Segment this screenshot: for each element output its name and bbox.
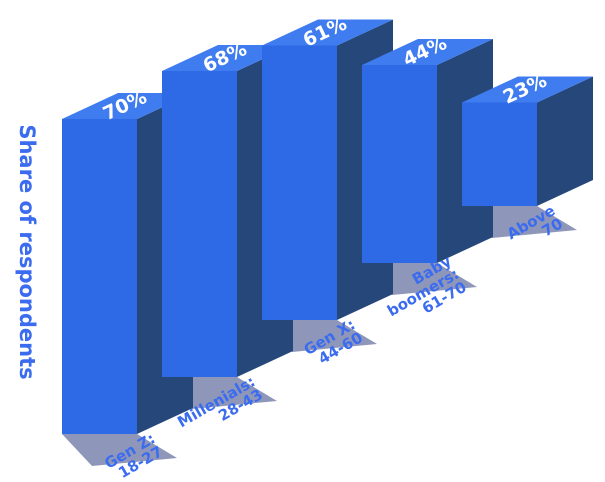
bar-shadow (62, 434, 177, 466)
bar (162, 71, 237, 377)
bar-top-face (362, 39, 493, 65)
bar-top-face (62, 93, 193, 119)
y-axis-label: Share of respondents (15, 124, 39, 379)
bar (462, 102, 537, 206)
bar-top-face (162, 45, 293, 71)
bar-top-face (262, 19, 393, 46)
bar (262, 45, 337, 320)
bar-top-face (462, 76, 593, 103)
bar (62, 119, 137, 434)
bar (362, 65, 437, 263)
bar-side-face (537, 76, 593, 206)
